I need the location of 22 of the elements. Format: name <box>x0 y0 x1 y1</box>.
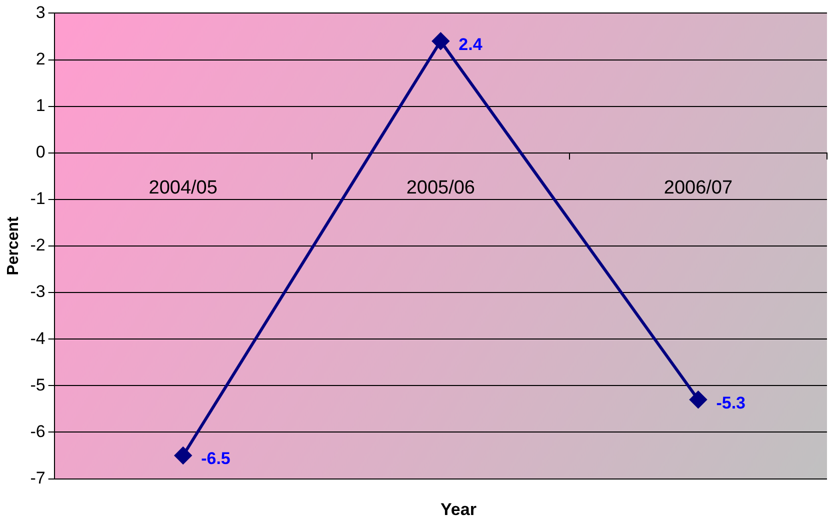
x-tick-label: 2005/06 <box>406 178 475 199</box>
data-label: 2.4 <box>458 34 483 54</box>
y-tick-label: 3 <box>36 2 46 22</box>
y-tick-label: -6 <box>30 422 46 441</box>
y-tick-label: -7 <box>30 468 46 488</box>
y-axis-title: Percent <box>5 216 22 276</box>
x-tick-label: 2006/07 <box>664 178 733 199</box>
data-label: -5.3 <box>716 393 746 412</box>
point <box>690 391 707 408</box>
x-axis-title: Year <box>440 500 478 520</box>
y-tick-label: 0 <box>36 142 46 162</box>
point <box>174 447 192 464</box>
data-label: -6.5 <box>201 449 230 468</box>
x-tick-label: 2004/05 <box>148 178 218 199</box>
y-tick-label: -5 <box>30 375 46 394</box>
y-tick-label: 1 <box>36 96 46 116</box>
y-tick-label: -2 <box>30 236 46 255</box>
y-tick-label: 2 <box>36 49 46 68</box>
y-tick-label: -3 <box>30 282 46 302</box>
y-tick-label: -1 <box>30 189 46 208</box>
point <box>432 32 450 50</box>
y-tick-label: -4 <box>30 328 46 348</box>
